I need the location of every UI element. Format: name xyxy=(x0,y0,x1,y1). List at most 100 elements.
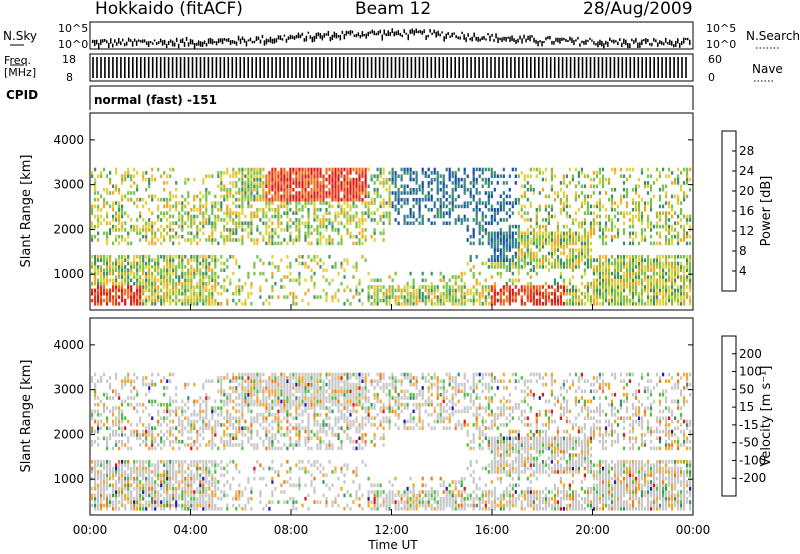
velocity-cell xyxy=(124,470,127,474)
power-cell xyxy=(442,211,445,215)
power-cell xyxy=(625,278,629,283)
power-cell xyxy=(586,204,589,209)
power-cell xyxy=(598,295,601,299)
power-cell xyxy=(367,211,370,215)
power-cell xyxy=(190,214,193,219)
power-cell xyxy=(310,201,313,205)
power-cell xyxy=(520,204,523,209)
velocity-cell xyxy=(139,419,142,424)
power-cell xyxy=(493,291,496,296)
power-cell xyxy=(469,258,472,262)
power-cell xyxy=(379,167,382,172)
nsky-point xyxy=(553,41,555,45)
velocity-cell xyxy=(94,466,97,471)
power-cell xyxy=(307,265,310,269)
power-cell xyxy=(671,238,674,242)
power-cell xyxy=(421,278,424,283)
power-cell xyxy=(430,221,433,225)
power-cell xyxy=(502,298,505,303)
power-cell xyxy=(121,298,124,303)
velocity-cell xyxy=(133,429,136,434)
power-cell xyxy=(313,255,316,259)
power-cell xyxy=(322,261,325,266)
nsky-point xyxy=(104,38,106,42)
power-cell xyxy=(610,234,614,239)
power-cell xyxy=(151,167,154,172)
power-cell xyxy=(526,197,529,202)
power-cell xyxy=(94,214,97,219)
power-cell xyxy=(121,224,124,229)
power-cell xyxy=(658,255,662,259)
power-cell xyxy=(631,214,635,219)
power-cell xyxy=(151,265,154,269)
power-cell xyxy=(502,191,505,195)
power-cell xyxy=(259,218,262,222)
power-cell xyxy=(490,221,493,225)
power-cell xyxy=(343,288,346,293)
power-cell xyxy=(94,288,97,293)
power-cell xyxy=(529,241,532,246)
power-cell xyxy=(665,211,668,215)
power-cell xyxy=(367,204,370,209)
velocity-cell xyxy=(157,493,160,498)
power-cell xyxy=(145,278,148,283)
power-cell xyxy=(238,171,241,175)
power-cell xyxy=(556,244,559,249)
nsky-point xyxy=(497,37,499,44)
power-cell xyxy=(235,214,238,219)
velocity-cell xyxy=(133,496,136,501)
power-cell xyxy=(481,261,484,266)
power-cell xyxy=(148,177,151,182)
power-cell xyxy=(358,177,361,182)
power-cell xyxy=(334,291,337,296)
power-cell xyxy=(199,255,202,259)
power-cell xyxy=(655,265,659,269)
velocity-cell xyxy=(142,470,145,474)
power-cell xyxy=(535,271,538,276)
power-cell xyxy=(346,285,349,289)
nsky-point xyxy=(243,38,246,43)
power-cell xyxy=(100,298,103,303)
power-cell xyxy=(115,167,118,172)
velocity-cell xyxy=(160,503,163,508)
power-cell xyxy=(499,218,502,222)
power-cell xyxy=(238,238,241,242)
power-cell xyxy=(211,271,214,276)
power-cell xyxy=(292,241,295,246)
power-cell xyxy=(514,295,517,299)
power-cell xyxy=(286,208,289,212)
power-cell xyxy=(680,285,683,289)
power-cell xyxy=(241,234,244,239)
power-cell xyxy=(671,181,674,185)
power-cell xyxy=(484,261,487,266)
power-cell xyxy=(340,167,343,172)
power-cell xyxy=(319,191,322,195)
power-cell xyxy=(205,221,208,225)
power-cell xyxy=(439,298,442,303)
power-cell xyxy=(472,208,475,212)
velocity-cell xyxy=(139,473,142,477)
power-cell xyxy=(526,288,529,293)
power-cell xyxy=(622,285,626,289)
power-cell xyxy=(349,184,352,189)
power-cell xyxy=(514,298,517,303)
power-cell xyxy=(598,281,601,286)
power-cell xyxy=(643,238,647,242)
power-cell xyxy=(683,285,686,289)
power-cell xyxy=(277,268,280,272)
velocity-cell xyxy=(100,399,103,404)
velocity-cell xyxy=(154,483,157,488)
power-cell xyxy=(433,167,436,172)
power-cell xyxy=(610,302,614,306)
velocity-cell xyxy=(142,433,145,437)
power-cell xyxy=(169,268,172,272)
power-cell xyxy=(112,201,115,205)
power-cell xyxy=(565,231,568,236)
power-cell xyxy=(202,258,205,262)
power-cell xyxy=(535,285,538,289)
power-cell xyxy=(277,191,280,195)
power-cell xyxy=(214,265,217,269)
power-cell xyxy=(442,285,445,289)
power-cell xyxy=(349,302,352,306)
power-cell xyxy=(547,298,550,303)
